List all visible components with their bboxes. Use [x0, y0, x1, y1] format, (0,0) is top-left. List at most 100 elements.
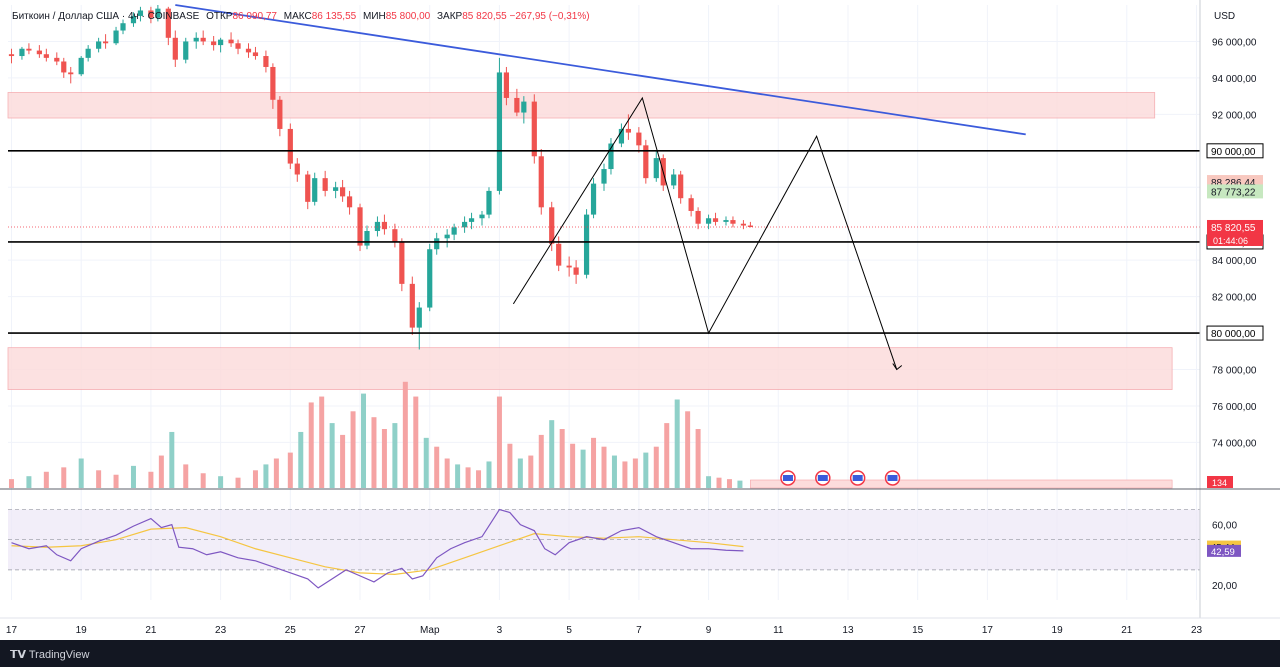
volume-bar: [528, 455, 534, 488]
time-tick-label: 11: [773, 625, 784, 636]
high-value: 86 135,55: [311, 11, 357, 22]
high-label: МАКС: [283, 11, 312, 22]
candle-body: [312, 178, 318, 202]
volume-bar: [716, 477, 722, 488]
time-tick-label: 3: [497, 625, 503, 636]
candle-body: [26, 48, 32, 51]
change-value: −267,95 (−0,31%): [509, 11, 590, 22]
candle-body: [36, 50, 42, 55]
time-tick-label: 17: [982, 625, 994, 636]
volume-bar: [61, 467, 67, 488]
candle-body: [211, 41, 217, 46]
candle-body: [538, 156, 544, 208]
level-tag-label: 80 000,00: [1211, 329, 1256, 340]
rsi-value-box: [1207, 544, 1241, 557]
volume-bar: [559, 429, 565, 488]
candle-body: [695, 210, 701, 224]
price-tick-label: 78 000,00: [1212, 366, 1257, 377]
volume-zone: [750, 479, 1173, 489]
volume-bar: [413, 396, 419, 488]
volume-bar: [601, 446, 607, 488]
candle-body: [218, 39, 224, 46]
volume-bar: [486, 461, 492, 488]
rsi-tick-label: 20,00: [1212, 581, 1237, 592]
candle-body: [61, 61, 67, 73]
candle-body: [678, 174, 684, 199]
volume-bar: [507, 443, 513, 488]
candle-body: [339, 187, 346, 197]
time-tick-label: 5: [566, 625, 572, 636]
candle-body: [549, 207, 555, 244]
candle-body: [461, 221, 468, 228]
candle-body: [392, 229, 398, 242]
volume-bar: [319, 396, 325, 488]
volume-bar: [130, 465, 136, 488]
volume-bar: [340, 434, 346, 488]
level-tag-label: 90 000,00: [1211, 147, 1256, 158]
rsi-ma-line: [11, 527, 744, 575]
volume-layer: [8, 381, 1173, 489]
candle-body: [102, 41, 109, 44]
volume-bar: [674, 399, 680, 488]
volume-bar: [664, 423, 670, 488]
close-value: 85 820,55: [462, 11, 507, 22]
candle-body: [479, 214, 485, 219]
candle-body: [590, 183, 597, 215]
volume-bar: [706, 476, 712, 488]
projection-path: [512, 96, 898, 370]
volume-bar: [402, 381, 408, 488]
candle-body: [120, 23, 126, 31]
currency-label: USD: [1214, 11, 1236, 22]
candle-body: [270, 66, 276, 100]
candle-body: [531, 101, 537, 157]
candle-body: [573, 267, 579, 275]
candle-body: [514, 97, 520, 113]
volume-bar: [549, 420, 555, 488]
time-tick-label: 23: [215, 625, 227, 636]
tradingview-logo[interactable]: 𝗧𝗩 TradingView: [10, 648, 89, 661]
candle-body: [322, 178, 328, 191]
price-tick-label: 74 000,00: [1212, 438, 1257, 449]
time-tick-label: 17: [6, 625, 18, 636]
countdown-label: 01:44:06: [1213, 236, 1248, 246]
zones-layer: [7, 92, 1173, 390]
candle-body: [723, 220, 729, 222]
candle-body: [618, 128, 625, 144]
price-tag-label: 85 820,55: [1211, 223, 1256, 234]
candle-body: [277, 99, 283, 129]
time-tick-label: 27: [354, 625, 366, 636]
economic-event-flag: [817, 475, 828, 481]
volume-bar: [148, 471, 154, 488]
volume-bar: [423, 437, 429, 488]
volume-bar: [329, 423, 335, 488]
volume-bar: [350, 411, 356, 488]
candle-body: [245, 48, 252, 53]
candle-body: [263, 56, 269, 67]
tv-logo-icon: 𝗧𝗩: [10, 649, 29, 661]
volume-bar: [496, 396, 502, 488]
volume-bar: [113, 474, 119, 488]
candle-body: [643, 145, 649, 179]
rsi-value-label: 42,59: [1211, 547, 1235, 558]
time-tick-label: 15: [912, 625, 924, 636]
projection-arrowhead: [892, 363, 903, 371]
candle-body: [333, 187, 339, 191]
volume-bar: [611, 455, 617, 488]
candles-layer: [8, 5, 753, 350]
volume-tag-label: 134: [1212, 478, 1227, 488]
volume-bar: [371, 417, 377, 488]
volume-bar: [444, 458, 450, 488]
candle-body: [468, 218, 475, 222]
time-tick-label: 9: [706, 625, 712, 636]
candle-body: [712, 218, 719, 222]
lines-layer: [8, 4, 1200, 486]
volume-bar: [570, 443, 576, 488]
price-tick-label: 92 000,00: [1212, 110, 1257, 121]
candle-body: [399, 241, 405, 284]
candle-body: [608, 143, 614, 170]
candle-body: [434, 238, 440, 250]
